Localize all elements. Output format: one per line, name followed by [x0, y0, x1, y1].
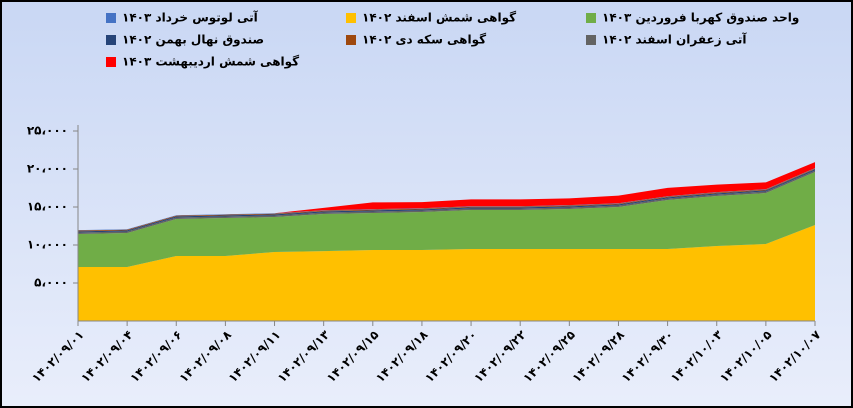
legend-label: گواهی شمش اردیبهشت ۱۴۰۳ — [122, 55, 299, 70]
y-tick-label: ۲۵،۰۰۰ — [27, 124, 68, 138]
y-tick-label: ۱۵،۰۰۰ — [27, 200, 68, 214]
area — [78, 171, 815, 268]
legend-swatch — [106, 13, 116, 23]
legend-swatch — [106, 35, 116, 45]
area — [78, 162, 815, 231]
area — [78, 225, 815, 321]
legend-swatch — [586, 13, 596, 23]
legend-swatch — [346, 13, 356, 23]
legend-swatch — [346, 35, 356, 45]
y-tick-label: ۲۰،۰۰۰ — [27, 162, 68, 176]
legend-swatch — [106, 57, 116, 67]
legend-label: صندوق نهال بهمن ۱۴۰۲ — [122, 33, 264, 48]
legend-label: واحد صندوق کهربا فروردین ۱۴۰۳ — [602, 11, 799, 26]
legend-label: آتی زعفران اسفند ۱۴۰۲ — [602, 32, 747, 47]
y-tick-label: ۱۰،۰۰۰ — [27, 238, 68, 252]
y-tick-label: ۵،۰۰۰ — [34, 276, 68, 290]
legend-label: آتی لوتوس خرداد ۱۴۰۳ — [122, 10, 259, 26]
legend-label: گواهی سکه دی ۱۴۰۲ — [362, 33, 486, 48]
legend-label: گواهی شمش اسفند ۱۴۰۲ — [362, 11, 516, 26]
legend-swatch — [586, 35, 596, 45]
